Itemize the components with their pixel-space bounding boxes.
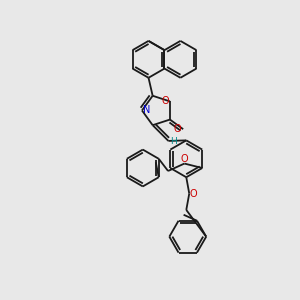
Text: O: O [161,96,169,106]
Text: O: O [181,154,188,164]
Text: N: N [143,105,151,115]
Text: H: H [170,137,177,146]
Text: O: O [174,124,182,134]
Text: O: O [190,189,197,199]
